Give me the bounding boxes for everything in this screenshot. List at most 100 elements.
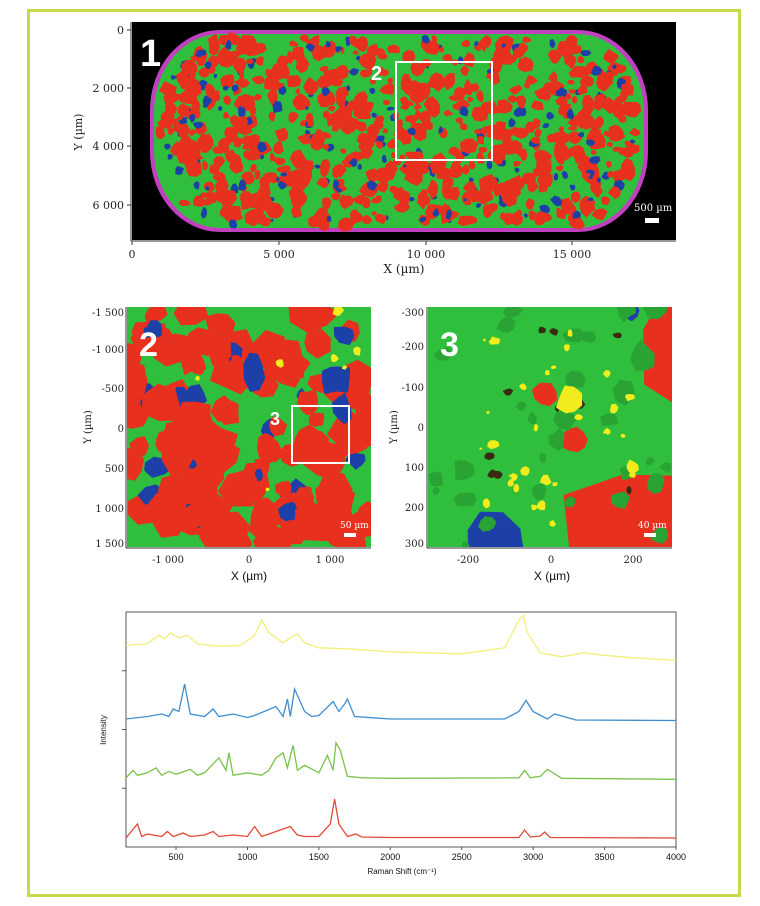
yellow-grain bbox=[511, 472, 518, 482]
blue-grain bbox=[409, 196, 415, 202]
red-grain bbox=[448, 95, 459, 102]
red-grain bbox=[210, 395, 234, 422]
red-grain bbox=[595, 186, 603, 195]
red-grain bbox=[357, 133, 375, 150]
yellow-grain bbox=[493, 470, 503, 479]
yellow-grain bbox=[507, 479, 514, 487]
red-grain bbox=[398, 158, 419, 177]
red-grain bbox=[341, 159, 349, 165]
panel-2-xtick: 1 000 bbox=[316, 555, 345, 566]
green-grain bbox=[553, 409, 579, 431]
red-grain bbox=[339, 116, 358, 135]
chart-ylabel: Intensity bbox=[99, 715, 108, 745]
red-grain bbox=[593, 93, 606, 108]
blue-grain bbox=[200, 207, 207, 219]
red-grain bbox=[322, 110, 330, 119]
red-grain bbox=[250, 497, 278, 541]
blue-grain bbox=[588, 156, 601, 164]
blue-grain bbox=[305, 42, 315, 53]
panel-3-ytick: 300 bbox=[405, 539, 424, 550]
panel-2-ytick: 500 bbox=[105, 464, 124, 475]
red-grain bbox=[469, 191, 479, 202]
red-grain bbox=[295, 88, 301, 95]
red-grain bbox=[304, 328, 331, 359]
blue-grain bbox=[348, 68, 359, 76]
panel-3-ytick: 0 bbox=[418, 423, 424, 434]
blue-grain bbox=[204, 61, 212, 69]
red-grain bbox=[269, 151, 276, 162]
red-grain bbox=[612, 146, 621, 152]
red-grain bbox=[461, 164, 470, 175]
blue-grain bbox=[486, 160, 493, 170]
blue-grain bbox=[228, 219, 238, 229]
panel-3-ylabel: Y (µm) bbox=[389, 410, 400, 445]
panel-3-ytick: -100 bbox=[402, 383, 424, 394]
red-grain bbox=[509, 86, 520, 95]
red-grain bbox=[550, 131, 570, 145]
red-grain bbox=[405, 151, 414, 159]
red-grain bbox=[156, 500, 179, 532]
yellow-grain bbox=[531, 504, 537, 511]
red-grain bbox=[286, 75, 302, 88]
red-grain bbox=[393, 202, 410, 213]
green-grain bbox=[650, 527, 668, 544]
blue-grain bbox=[192, 121, 204, 129]
red-grain bbox=[607, 55, 613, 62]
red-grain bbox=[413, 103, 422, 111]
red-grain bbox=[513, 160, 522, 168]
red-grain bbox=[200, 192, 209, 198]
red-grain bbox=[178, 199, 191, 206]
green-grain bbox=[548, 428, 565, 452]
red-grain bbox=[160, 420, 196, 478]
red-grain bbox=[577, 155, 592, 174]
inset-box-3 bbox=[291, 405, 350, 464]
green-grain bbox=[496, 317, 516, 333]
red-grain bbox=[158, 80, 177, 97]
green-grain bbox=[539, 453, 547, 463]
blue-grain bbox=[205, 185, 210, 191]
blue-grain bbox=[542, 122, 550, 129]
red-grain bbox=[198, 68, 208, 78]
red-grain bbox=[352, 50, 359, 55]
red-grain bbox=[275, 480, 292, 497]
red-grain bbox=[476, 90, 484, 103]
red-grain bbox=[262, 440, 282, 463]
red-grain bbox=[289, 40, 299, 47]
red-grain bbox=[308, 412, 324, 427]
blue-grain bbox=[143, 327, 153, 338]
red-grain bbox=[273, 157, 286, 166]
blue-grain bbox=[202, 95, 213, 106]
green-grain bbox=[600, 413, 619, 427]
red-grain bbox=[571, 95, 578, 104]
green-grain bbox=[647, 473, 665, 494]
yellow-grain bbox=[567, 329, 573, 337]
spectrum-line bbox=[125, 740, 677, 780]
red-grain bbox=[272, 140, 284, 155]
blue-grain bbox=[468, 177, 475, 182]
blue-grain bbox=[217, 105, 223, 111]
blue-grain bbox=[321, 86, 330, 97]
spectrum-line bbox=[125, 683, 677, 722]
red-grain bbox=[387, 77, 394, 83]
blue-grain bbox=[175, 166, 185, 175]
red-grain bbox=[312, 516, 339, 542]
panel-1-xtick: 10 000 bbox=[407, 248, 446, 261]
red-grain bbox=[188, 129, 196, 137]
red-grain bbox=[426, 179, 439, 200]
inset-box-2 bbox=[395, 61, 493, 161]
blue-grain bbox=[553, 173, 559, 181]
red-grain bbox=[438, 46, 444, 53]
panel-3-grains bbox=[428, 307, 672, 547]
red-grain bbox=[285, 50, 294, 64]
blue-grain bbox=[421, 34, 430, 44]
blue-grain bbox=[371, 112, 377, 118]
red-grain bbox=[288, 111, 299, 124]
red-grain bbox=[153, 333, 195, 367]
red-grain bbox=[187, 79, 202, 98]
yellow-grain bbox=[520, 466, 530, 476]
red-grain bbox=[476, 135, 484, 145]
yellow-grain bbox=[533, 423, 539, 432]
x-tick-label: 1000 bbox=[237, 852, 257, 862]
red-grain bbox=[481, 102, 491, 112]
red-grain bbox=[523, 82, 531, 89]
